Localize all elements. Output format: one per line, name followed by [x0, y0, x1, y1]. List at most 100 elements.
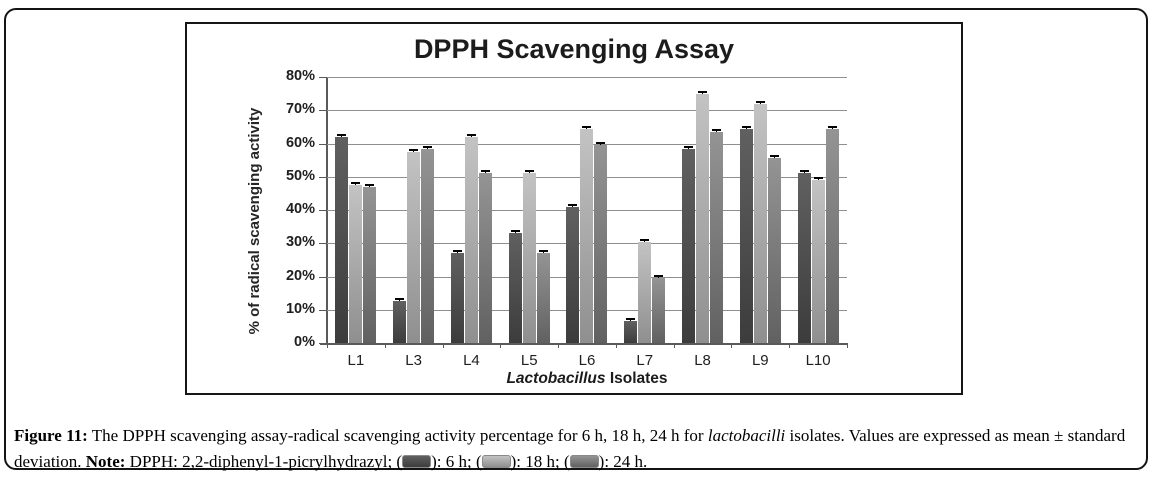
x-axis-title-rest: Isolates: [605, 370, 668, 387]
y-axis-tick: [319, 243, 326, 245]
error-bar-cap: [568, 203, 578, 206]
bar-l7-24h: [652, 275, 666, 343]
bar-l10-18h: [811, 177, 825, 343]
caption-text-4: ): 6 h; (: [431, 451, 482, 471]
y-axis-tick: [319, 343, 326, 344]
bar-group-l8: [674, 77, 732, 343]
x-axis-tick: [558, 343, 560, 348]
x-axis-tick: [442, 343, 444, 348]
error-bar-cap: [466, 133, 476, 136]
caption-italic-word: lactobacilli: [707, 426, 786, 445]
x-tick-label-l9: L9: [751, 352, 769, 369]
caption-text-5: ): 18 h; (: [510, 451, 570, 471]
figure-caption: Figure 11: The DPPH scavenging assay-rad…: [14, 423, 1136, 474]
error-bar-cap: [684, 145, 694, 148]
error-bar-cap: [769, 155, 779, 158]
x-tick-label-l8: L8: [694, 352, 711, 369]
bar-l7-18h: [638, 238, 652, 343]
x-axis-tick: [673, 343, 675, 348]
bar-l5-18h: [522, 170, 536, 343]
bar-group-l6: [558, 77, 616, 343]
x-axis-tick: [327, 343, 328, 348]
error-bar-cap: [395, 298, 405, 301]
legend-swatch-24h: [569, 454, 599, 468]
error-bar-cap: [351, 182, 361, 185]
y-axis-title: % of radical scavenging activity: [246, 107, 263, 335]
bar-l10-6h: [797, 170, 811, 343]
bar-l1-18h: [349, 182, 363, 343]
caption-text-1: The DPPH scavenging assay-radical scaven…: [87, 426, 708, 445]
bar-l4-6h: [450, 250, 464, 343]
bar-group-l1: [327, 77, 385, 343]
note-label: Note:: [85, 451, 126, 471]
bar-l3-18h: [407, 148, 421, 343]
x-tick-label-l10: L10: [805, 352, 831, 369]
error-bar-cap: [538, 250, 548, 253]
y-axis-tick: [319, 176, 326, 178]
legend-swatch-6h: [402, 454, 432, 468]
error-bar-cap: [423, 145, 433, 148]
x-axis-title-italic: Lactobacillus: [506, 370, 606, 387]
error-bar-cap: [640, 238, 650, 241]
x-axis-title: Lactobacillus Isolates: [327, 370, 847, 388]
bar-l9-18h: [753, 100, 767, 343]
y-tick-label: 30%: [285, 234, 315, 251]
bar-l8-18h: [696, 90, 710, 343]
gridline: [327, 77, 847, 78]
error-bar-cap: [827, 125, 837, 128]
error-bar-cap: [365, 183, 375, 186]
error-bar-cap: [337, 133, 347, 136]
bar-group-l9: [731, 77, 789, 343]
y-axis-tick: [319, 110, 326, 112]
error-bar-cap: [524, 170, 534, 173]
bar-group-l5: [500, 77, 558, 343]
x-tick-label-l7: L7: [636, 352, 654, 369]
y-axis-tick: [319, 276, 326, 278]
y-tick-label: 60%: [285, 134, 315, 151]
x-axis-tick: [789, 343, 791, 348]
bar-l4-18h: [464, 133, 478, 343]
y-tick-label: 40%: [285, 201, 315, 217]
error-bar-cap: [480, 170, 490, 173]
x-tick-label-l3: L3: [405, 352, 422, 369]
error-bar-cap: [452, 250, 462, 253]
error-bar-cap: [510, 230, 520, 233]
bar-l9-24h: [767, 155, 781, 343]
bar-l8-6h: [682, 145, 696, 343]
bar-l1-6h: [335, 133, 349, 343]
bar-l5-6h: [508, 230, 522, 343]
x-axis-tick: [847, 343, 848, 348]
y-axis-tick: [319, 210, 326, 211]
y-axis-line: [326, 77, 328, 345]
caption-text-3: DPPH: 2,2-diphenyl-1-picrylhydrazyl; (: [125, 451, 403, 471]
error-bar-cap: [626, 318, 636, 321]
error-bar-cap: [582, 125, 592, 128]
x-axis-line: [320, 343, 848, 345]
x-tick-label-l4: L4: [463, 352, 480, 369]
error-bar-cap: [409, 148, 419, 151]
gridline: [327, 110, 847, 112]
y-axis-tick: [319, 309, 326, 311]
error-bar-cap: [813, 177, 823, 180]
x-axis-tick: [384, 343, 386, 348]
x-tick-label-l1: L1: [347, 352, 365, 369]
x-axis-tick: [500, 343, 502, 348]
y-tick-label: 80%: [285, 68, 315, 84]
bar-l6-6h: [566, 203, 580, 343]
bar-l6-24h: [594, 142, 608, 343]
chart-title: DPPH Scavenging Assay: [413, 34, 735, 64]
x-tick-label-l6: L6: [578, 352, 596, 369]
bar-group-l7: [616, 77, 674, 343]
x-axis-tick: [731, 343, 733, 348]
error-bar-cap: [698, 90, 708, 93]
bar-l3-24h: [421, 145, 435, 343]
chart-box: DPPH Scavenging Assay % of radical scave…: [185, 22, 963, 395]
y-tick-label: 10%: [285, 300, 315, 317]
error-bar-cap: [755, 100, 765, 103]
error-bar-cap: [799, 170, 809, 173]
caption-text-6: ): 24 h.: [598, 451, 648, 471]
plot-area: [320, 77, 848, 345]
error-bar-cap: [596, 142, 606, 145]
y-tick-label: 70%: [285, 101, 315, 118]
